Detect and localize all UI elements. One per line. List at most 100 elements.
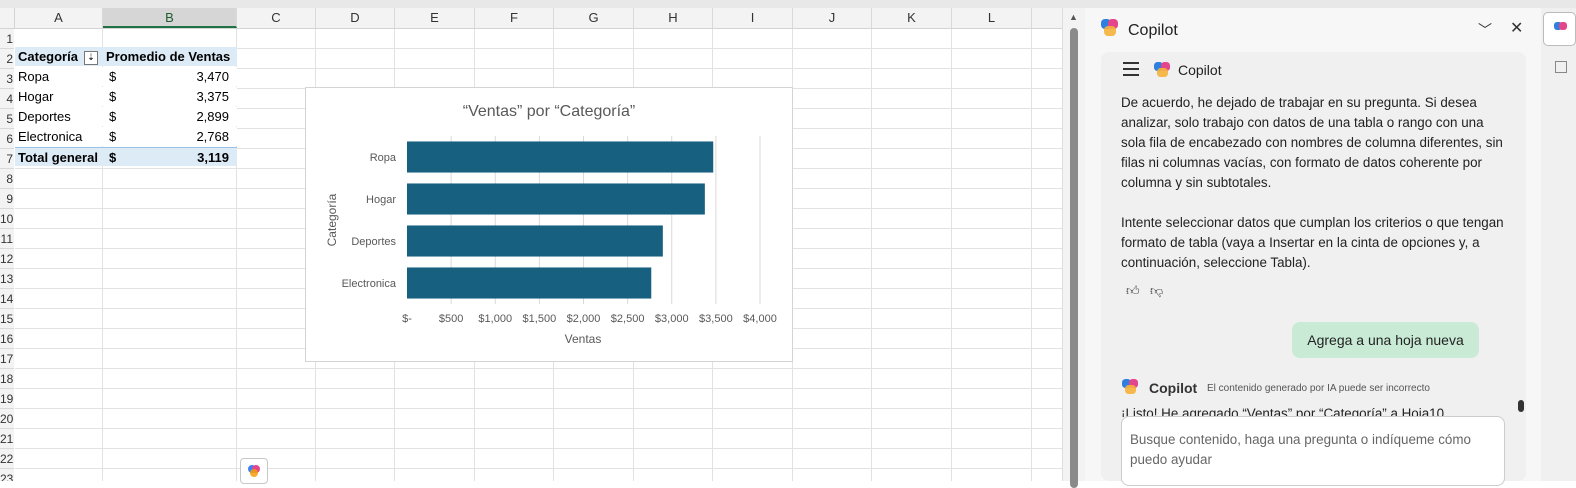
- grid-hline: [15, 468, 1062, 469]
- grid-vline: [236, 29, 237, 481]
- pivot-row-currency[interactable]: $: [103, 67, 133, 86]
- row-header-1[interactable]: 1: [0, 29, 14, 49]
- column-header-c[interactable]: C: [237, 8, 316, 28]
- user-message-bubble: Agrega a una hoja nueva: [1292, 322, 1479, 358]
- grid-vertical-scrollbar[interactable]: ▲: [1062, 8, 1085, 488]
- select-all-corner[interactable]: [0, 8, 15, 28]
- x-tick-label: $4,000: [743, 313, 777, 325]
- row-header-3[interactable]: 3: [0, 69, 14, 89]
- row-header-7[interactable]: 7: [0, 149, 14, 169]
- row-header-10[interactable]: 10: [0, 209, 14, 229]
- column-header-d[interactable]: D: [316, 8, 395, 28]
- pivot-row-category[interactable]: Deportes: [15, 107, 103, 126]
- copilot-float-button[interactable]: [240, 458, 268, 484]
- x-tick-label: $3,500: [699, 313, 733, 325]
- row-header-20[interactable]: 20: [0, 409, 14, 429]
- column-header-b[interactable]: B: [103, 8, 237, 28]
- chat-header-label: Copilot: [1178, 62, 1222, 78]
- row-header-18[interactable]: 18: [0, 369, 14, 389]
- pivot-header-category[interactable]: Categoría ⇣: [15, 47, 103, 66]
- copilot-small-logo-icon: [1154, 62, 1170, 77]
- row-header-5[interactable]: 5: [0, 109, 14, 129]
- chevron-down-icon[interactable]: ﹀: [1478, 22, 1492, 38]
- y-tick-label: Hogar: [366, 194, 396, 206]
- row-header-4[interactable]: 4: [0, 89, 14, 109]
- copilot-icon: [248, 465, 260, 477]
- row-header-12[interactable]: 12: [0, 249, 14, 269]
- chart-bar-electronica: [407, 267, 652, 299]
- pivot-total-value[interactable]: 3,119: [133, 147, 237, 166]
- pivot-row-currency[interactable]: $: [103, 87, 133, 106]
- column-header-k[interactable]: K: [872, 8, 952, 28]
- chart-title: “Ventas” por “Categoría”: [463, 103, 636, 120]
- pivot-row-value[interactable]: 3,375: [133, 87, 237, 106]
- close-icon[interactable]: ✕: [1510, 20, 1524, 37]
- pivot-row-currency[interactable]: $: [103, 107, 133, 126]
- column-header-j[interactable]: J: [793, 8, 872, 28]
- row-header-15[interactable]: 15: [0, 309, 14, 329]
- pane-scroll-thumb[interactable]: [1518, 400, 1524, 412]
- row-header-22[interactable]: 22: [0, 449, 14, 469]
- chart-bar-ropa: [407, 141, 714, 173]
- row-header-19[interactable]: 19: [0, 389, 14, 409]
- x-tick-label: $3,000: [655, 313, 689, 325]
- sheet-panel-icon[interactable]: [1555, 61, 1567, 73]
- sort-filter-icon[interactable]: ⇣: [83, 50, 98, 65]
- column-header-h[interactable]: H: [634, 8, 713, 28]
- ai-disclaimer: El contenido generado por IA puede ser i…: [1207, 383, 1430, 394]
- copilot-logo-icon: [1101, 19, 1118, 36]
- column-header-i[interactable]: I: [713, 8, 793, 28]
- scroll-up-arrow-icon[interactable]: ▲: [1069, 12, 1078, 22]
- pivot-row-category[interactable]: Hogar: [15, 87, 103, 106]
- row-header-13[interactable]: 13: [0, 269, 14, 289]
- pivot-header-avg[interactable]: Promedio de Ventas: [103, 47, 237, 66]
- scroll-thumb[interactable]: [1070, 28, 1078, 488]
- row-header-11[interactable]: 11: [0, 229, 14, 249]
- column-header-e[interactable]: E: [395, 8, 475, 28]
- top-strip: [0, 0, 1576, 8]
- thumbs-up-icon[interactable]: 👍︎: [1126, 283, 1140, 298]
- grid-vline: [871, 29, 872, 481]
- column-header-g[interactable]: G: [554, 8, 634, 28]
- row-header-9[interactable]: 9: [0, 189, 14, 209]
- pivot-row-category[interactable]: Ropa: [15, 67, 103, 86]
- pivot-total-currency[interactable]: $: [103, 147, 133, 166]
- x-tick-label: $2,000: [567, 313, 601, 325]
- column-header-f[interactable]: F: [475, 8, 554, 28]
- grid-hline: [15, 368, 1062, 369]
- copilot-toggle-button[interactable]: [1543, 12, 1576, 46]
- row-header-6[interactable]: 6: [0, 129, 14, 149]
- row-header-14[interactable]: 14: [0, 289, 14, 309]
- row-header-17[interactable]: 17: [0, 349, 14, 369]
- message-paragraph-1: De acuerdo, he dejado de trabajar en su …: [1121, 95, 1503, 190]
- hamburger-menu-icon[interactable]: [1123, 62, 1139, 80]
- row-header-8[interactable]: 8: [0, 169, 14, 189]
- response-author: Copilot: [1149, 380, 1198, 396]
- copilot-response-logo-icon: [1122, 379, 1138, 394]
- grid-hline: [15, 48, 1062, 49]
- pivot-row-value[interactable]: 3,470: [133, 67, 237, 86]
- pivot-total-label[interactable]: Total general: [15, 147, 103, 166]
- thumbs-down-icon[interactable]: 👎︎: [1150, 283, 1164, 298]
- pivot-row-category[interactable]: Electronica: [15, 127, 103, 146]
- y-tick-label: Deportes: [351, 236, 396, 248]
- x-tick-label: $1,500: [523, 313, 557, 325]
- row-header-16[interactable]: 16: [0, 329, 14, 349]
- pivot-row-value[interactable]: 2,899: [133, 107, 237, 126]
- assistant-message: De acuerdo, he dejado de trabajar en su …: [1121, 93, 1506, 293]
- row-header-21[interactable]: 21: [0, 429, 14, 449]
- copilot-prompt-input[interactable]: Busque contenido, haga una pregunta o in…: [1121, 416, 1505, 486]
- pivot-row-currency[interactable]: $: [103, 127, 133, 146]
- grid-hline: [15, 68, 1062, 69]
- chat-area[interactable]: [1101, 52, 1526, 481]
- column-header-l[interactable]: L: [952, 8, 1032, 28]
- pivot-row-value[interactable]: 2,768: [133, 127, 237, 146]
- row-header-2[interactable]: 2: [0, 49, 14, 69]
- copilot-pane-title: Copilot: [1128, 22, 1178, 39]
- bar-chart[interactable]: “Ventas” por “Categoría” $- $500 $1,000 $1,5…: [305, 87, 793, 362]
- row-header-23[interactable]: 23: [0, 469, 14, 481]
- column-header-a[interactable]: A: [15, 8, 103, 28]
- message-paragraph-2: Intente seleccionar datos que cumplan lo…: [1121, 215, 1504, 270]
